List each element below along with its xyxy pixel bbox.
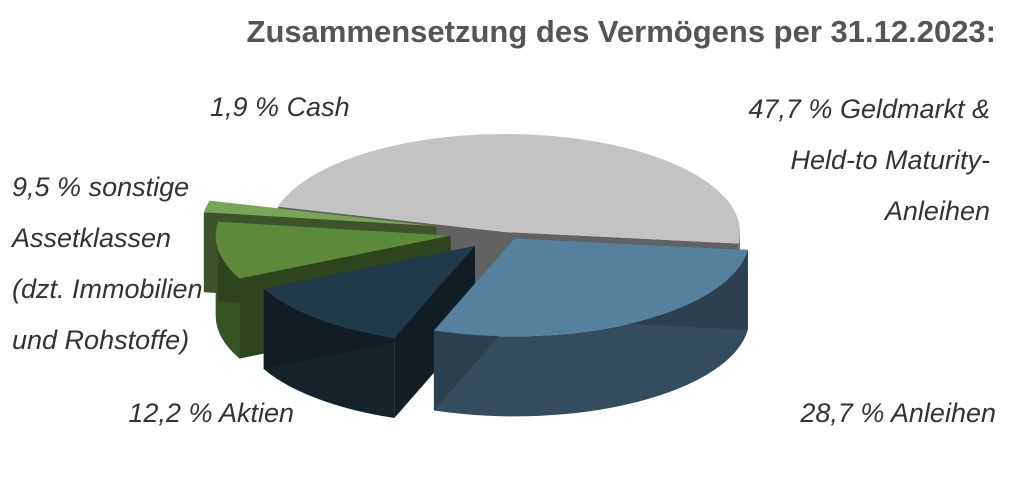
value-label: 1,9 % xyxy=(210,92,280,122)
value-label: 9,5 % xyxy=(12,172,82,202)
category-label: sonstige Assetklassen (dzt. Immobilien u… xyxy=(12,172,203,355)
value-label: 12,2 % xyxy=(128,398,213,428)
category-label: Aktien xyxy=(218,398,294,428)
slice-top xyxy=(203,200,437,227)
value-label: 47,7 % xyxy=(748,94,833,124)
slice-label: 28,7 % Anleihen xyxy=(800,388,996,439)
slice-top xyxy=(263,245,475,339)
slice-top xyxy=(433,238,748,337)
slice-side xyxy=(433,249,748,417)
value-label: 28,7 % xyxy=(800,398,885,428)
spacer xyxy=(81,172,89,202)
slice-label: 47,7 % Geldmarkt & Held-to Maturity- Anl… xyxy=(748,84,990,237)
slice-top xyxy=(278,134,740,244)
spacer xyxy=(279,92,287,122)
slice-label: 9,5 % sonstige Assetklassen (dzt. Immobi… xyxy=(12,162,203,366)
slice-label: 12,2 % Aktien xyxy=(128,388,294,439)
slice-top xyxy=(215,221,451,279)
spacer xyxy=(832,94,840,124)
slice-label: 1,9 % Cash xyxy=(210,82,350,133)
chart-title: Zusammensetzung des Vermögens per 31.12.… xyxy=(246,14,996,49)
category-label: Geldmarkt & Held-to Maturity- Anleihen xyxy=(790,94,990,226)
category-label: Anleihen xyxy=(890,398,996,428)
category-label: Cash xyxy=(286,92,350,122)
